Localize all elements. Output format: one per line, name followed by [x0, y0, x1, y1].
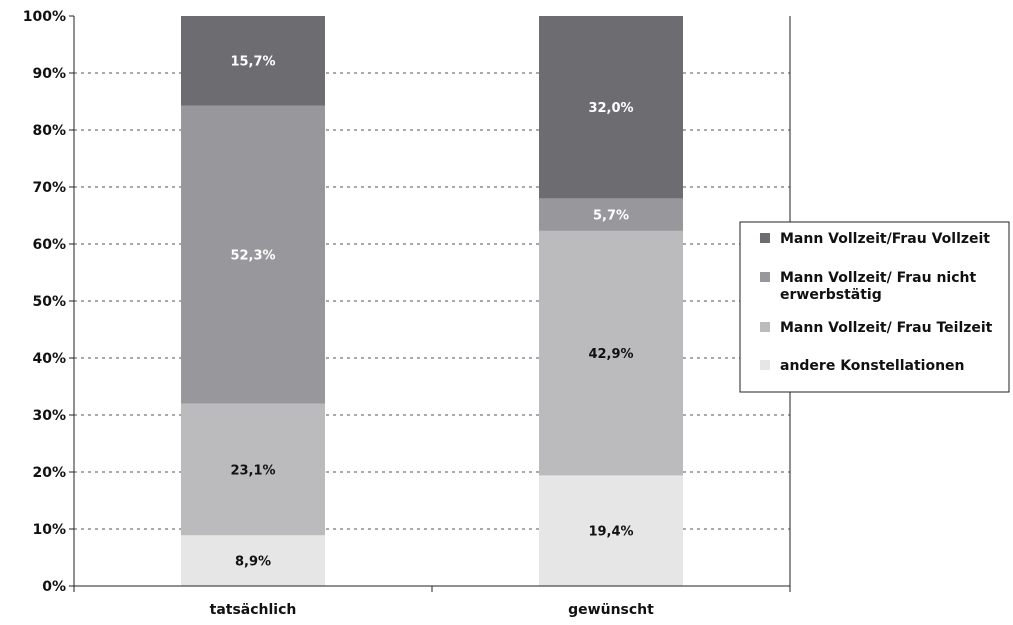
y-tick-label: 90% — [32, 66, 66, 82]
legend-label: Mann Vollzeit/ Frau Teilzeit — [780, 320, 993, 336]
legend-label: erwerbstätig — [780, 287, 882, 303]
y-tick-label: 70% — [32, 180, 66, 196]
y-tick-label: 40% — [32, 351, 66, 367]
bar-segment — [539, 198, 683, 231]
legend-swatch — [760, 360, 770, 370]
legend-swatch — [760, 322, 770, 332]
legend-swatch — [760, 233, 770, 243]
data-label: 23,1% — [230, 463, 275, 478]
y-tick-label: 30% — [32, 408, 66, 424]
legend-swatch — [760, 272, 770, 282]
legend-box — [739, 221, 1010, 393]
axes: 0% 10% 20% 30% 40% 50% 60% 70% 80% 90% 100% tatsäch… — [23, 9, 791, 618]
bar-segment — [539, 230, 683, 476]
bar-segment — [539, 475, 683, 586]
bar-segment — [181, 535, 325, 586]
y-tick-label: 20% — [32, 465, 66, 481]
y-tick-label: 100% — [23, 9, 66, 25]
data-label: 32,0% — [588, 101, 633, 116]
data-label: 5,7% — [593, 209, 629, 224]
y-tick-label: 10% — [32, 522, 66, 538]
data-label: 19,4% — [588, 525, 633, 540]
y-tick-label: 0% — [42, 579, 66, 595]
bar-segment — [181, 105, 325, 404]
bar-segment — [181, 403, 325, 536]
legend-label: Mann Vollzeit/Frau Vollzeit — [780, 231, 990, 247]
data-label: 52,3% — [230, 249, 275, 264]
legend: Mann Vollzeit/Frau Vollzeit Mann Vollzeit… — [739, 221, 1010, 393]
legend-label: andere Konstellationen — [780, 358, 965, 374]
y-tick-label: 60% — [32, 237, 66, 253]
bars: 8,9% 23,1% 52,3% 15,7% 19,4% 42,9% 5,7% 32,0% — [181, 16, 683, 586]
data-label: 8,9% — [235, 555, 271, 570]
x-category-label: gewünscht — [568, 602, 654, 618]
y-tick-label: 50% — [32, 294, 66, 310]
bar-segment — [181, 16, 325, 106]
data-label: 15,7% — [230, 55, 275, 70]
legend-label: Mann Vollzeit/ Frau nicht — [780, 270, 976, 286]
y-tick-label: 80% — [32, 123, 66, 139]
bar-segment — [539, 16, 683, 199]
x-category-label: tatsächlich — [210, 602, 297, 618]
data-label: 42,9% — [588, 347, 633, 362]
